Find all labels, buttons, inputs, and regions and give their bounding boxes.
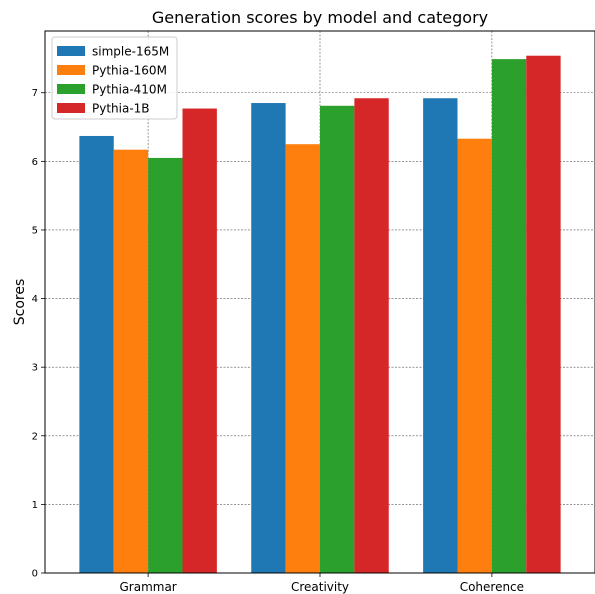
legend-box: [51, 36, 178, 120]
legend-label: Pythia-160M: [92, 64, 167, 78]
y-tick-label: 2: [32, 431, 38, 442]
bar-Pythia-160M-Coherence: [457, 138, 492, 573]
bar-Pythia-1B-Creativity: [354, 98, 389, 573]
bar-simple-165M-Creativity: [251, 103, 286, 574]
y-tick-label: 6: [32, 157, 38, 168]
x-tick-label: Grammar: [119, 580, 176, 594]
legend-label: Pythia-410M: [92, 83, 167, 97]
legend-swatch: [57, 84, 85, 94]
x-tick-label: Creativity: [291, 580, 349, 594]
bar-simple-165M-Coherence: [423, 98, 458, 573]
legend-label: simple-165M: [92, 45, 169, 59]
chart-title: Generation scores by model and category: [152, 8, 488, 27]
y-tick-label: 5: [32, 225, 38, 236]
y-tick-label: 4: [32, 294, 38, 305]
x-tick-label: Coherence: [460, 580, 524, 594]
y-axis-label: Scores: [12, 279, 28, 326]
bar-Pythia-410M-Creativity: [320, 105, 355, 573]
legend-swatch: [57, 103, 85, 113]
y-tick-label: 3: [32, 363, 38, 374]
bar-simple-165M-Grammar: [79, 135, 114, 574]
bar-Pythia-160M-Creativity: [285, 144, 320, 574]
bar-Pythia-410M-Grammar: [148, 157, 183, 573]
bars: [79, 55, 561, 574]
y-tick-label: 7: [32, 88, 38, 99]
bar-Pythia-410M-Coherence: [491, 59, 527, 574]
bar-Pythia-1B-Grammar: [182, 108, 217, 573]
y-tick-label: 1: [32, 500, 38, 511]
legend-label: Pythia-1B: [92, 102, 150, 116]
legend: simple-165M Pythia-160M Pythia-410M Pythia-…: [51, 36, 178, 120]
axis-ticks: 0 1 2 3 4 5 6 7 Grammar Creativity Coherence: [32, 88, 524, 594]
y-tick-label: 0: [32, 569, 38, 580]
legend-swatch: [57, 65, 85, 75]
legend-swatch: [57, 46, 85, 56]
bar-Pythia-160M-Grammar: [113, 149, 149, 573]
bar-Pythia-1B-Coherence: [526, 55, 561, 574]
